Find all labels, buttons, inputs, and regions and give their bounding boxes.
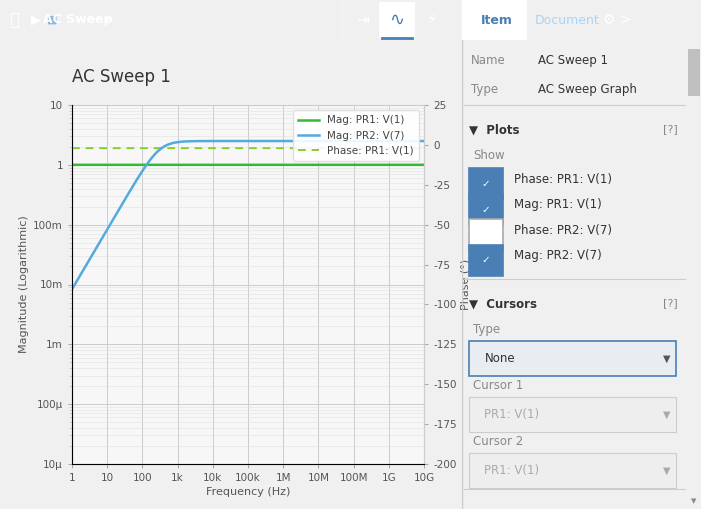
X-axis label: Frequency (Hz): Frequency (Hz) [206,487,290,497]
Bar [688,49,700,96]
Text: AC Sweep 1: AC Sweep 1 [538,54,608,67]
FancyBboxPatch shape [469,245,503,276]
Text: AC Sweep: AC Sweep [43,14,113,26]
Text: ⚙ >: ⚙ > [603,13,631,27]
Text: Name: Name [471,54,505,67]
Bar [462,0,527,40]
Text: ▼  Axes: ▼ Axes [469,508,518,509]
FancyBboxPatch shape [469,219,503,251]
Text: Type: Type [473,323,501,336]
Text: ✓: ✓ [482,179,490,189]
Text: None: None [484,352,515,365]
Text: Show: Show [473,149,505,162]
Text: [?]: [?] [663,298,678,308]
Text: ▼: ▼ [691,498,697,504]
Text: Mag: PR1: V(1): Mag: PR1: V(1) [514,199,601,212]
Text: AC Sweep 1: AC Sweep 1 [72,68,171,86]
Text: PR1: V(1): PR1: V(1) [484,464,540,477]
Text: ▼: ▼ [663,409,670,419]
Text: Mag: PR2: V(7): Mag: PR2: V(7) [514,249,601,263]
Text: ⚡: ⚡ [427,13,437,27]
FancyBboxPatch shape [469,194,503,225]
Text: ■: ■ [47,15,57,25]
Text: Phase: PR1: V(1): Phase: PR1: V(1) [514,173,612,186]
Text: Type: Type [471,83,498,96]
Text: PR1: V(1): PR1: V(1) [484,408,540,421]
Bar [379,2,415,38]
Text: ⇥: ⇥ [355,13,368,27]
Text: Phase: PR2: V(7): Phase: PR2: V(7) [514,224,612,237]
FancyBboxPatch shape [469,397,676,432]
FancyBboxPatch shape [469,341,676,376]
FancyBboxPatch shape [469,453,676,488]
Text: Item: Item [481,14,513,26]
Text: [?]: [?] [663,508,678,509]
Text: Document: Document [535,14,599,26]
Text: ▼  Plots: ▼ Plots [469,124,519,137]
Text: ▾: ▾ [104,15,110,25]
Text: [?]: [?] [663,124,678,134]
Legend: Mag: PR1: V(1), Mag: PR2: V(7), Phase: PR1: V(1): Mag: PR1: V(1), Mag: PR2: V(7), Phase: P… [292,110,418,161]
Text: ▶: ▶ [31,14,41,26]
Y-axis label: Magnitude (Logarithmic): Magnitude (Logarithmic) [19,216,29,353]
Text: ⓘ: ⓘ [9,11,19,29]
Text: ▼  Cursors: ▼ Cursors [469,298,537,310]
Y-axis label: Phase (°): Phase (°) [461,259,471,310]
Text: Cursor 1: Cursor 1 [473,379,524,392]
Text: AC Sweep Graph: AC Sweep Graph [538,83,637,96]
Text: ✓: ✓ [482,205,490,214]
Text: ▼: ▼ [663,353,670,363]
Text: ▼: ▼ [663,466,670,475]
Text: ✓: ✓ [482,256,490,266]
FancyBboxPatch shape [469,168,503,200]
Text: ∿: ∿ [390,11,404,29]
Text: Cursor 2: Cursor 2 [473,435,524,448]
